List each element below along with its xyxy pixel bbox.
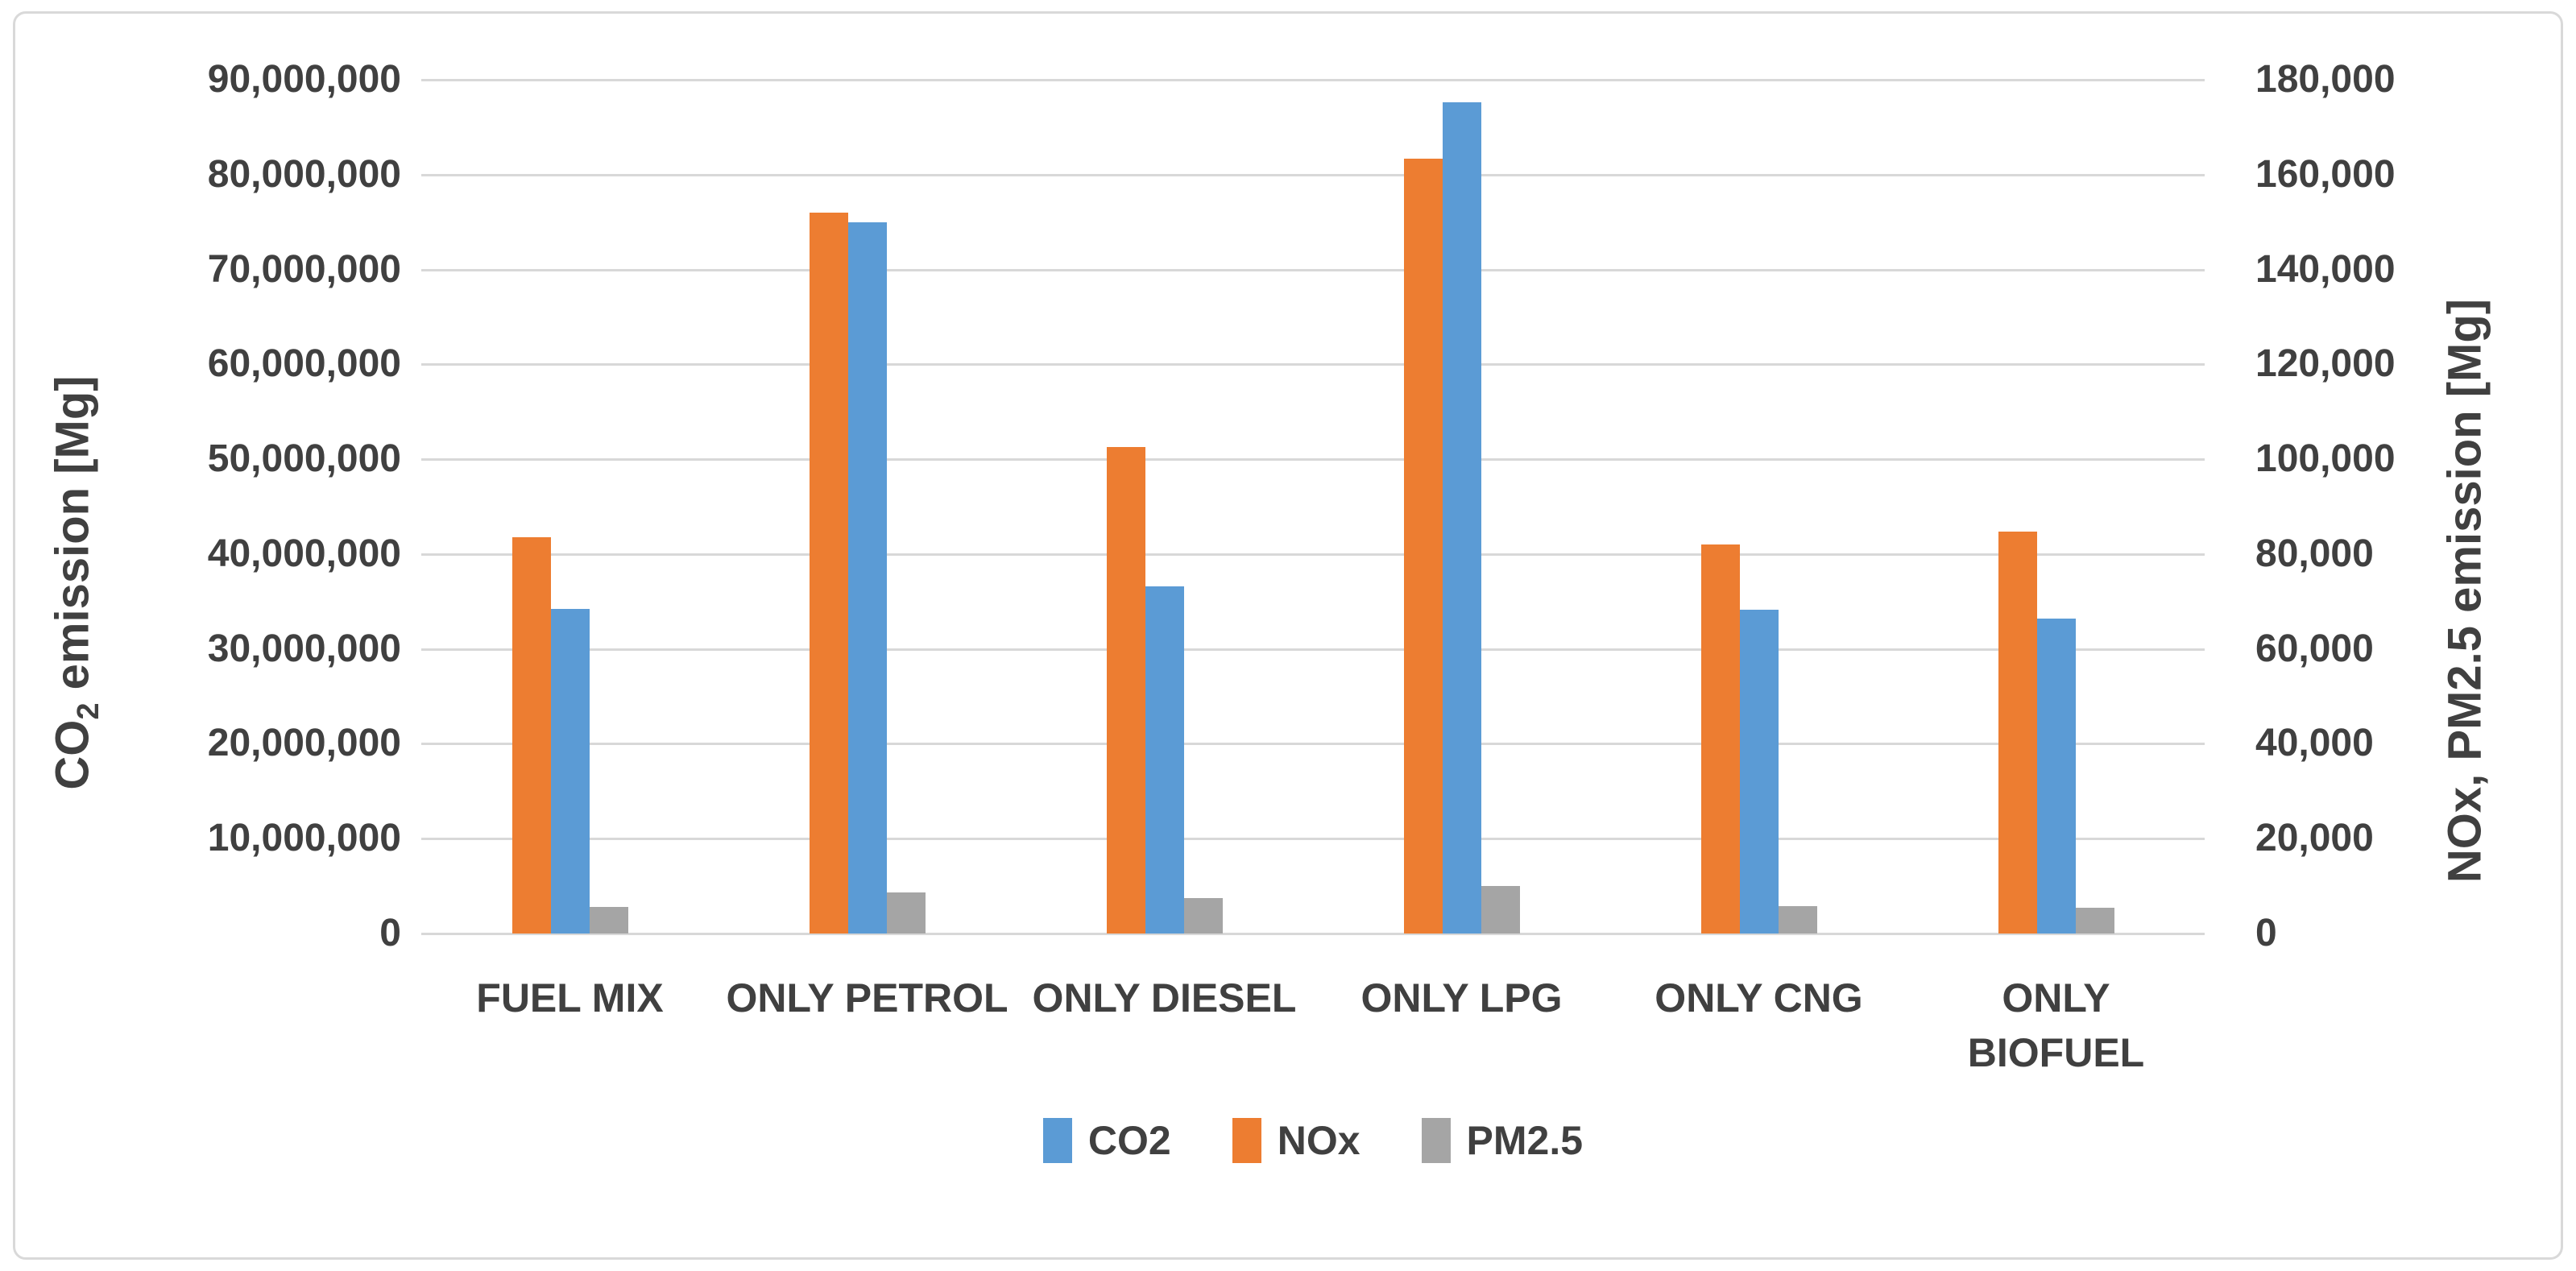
gridline	[421, 269, 2205, 271]
bar-nox-6	[1998, 531, 2037, 934]
left-axis-tick-label: 50,000,000	[207, 437, 401, 480]
bar-pm25-1	[589, 907, 628, 934]
gridline	[421, 79, 2205, 81]
right-axis-tick-label: 40,000	[2255, 722, 2374, 764]
bar-nox-4	[1403, 158, 1443, 934]
gridline	[421, 648, 2205, 651]
bar-group-only-petrol	[719, 80, 1016, 934]
x-axis-label-only-petrol: ONLY PETROL	[719, 971, 1016, 1080]
bar-co2-3	[1145, 586, 1184, 934]
x-axis-label-line: FUEL MIX	[476, 975, 664, 1021]
left-axis-tick-label: 90,000,000	[207, 58, 401, 101]
left-axis-tick-label: 40,000,000	[207, 532, 401, 575]
bar-nox-5	[1700, 544, 1740, 934]
right-axis-tick-label: 180,000	[2255, 58, 2396, 101]
bar-groups	[421, 80, 2205, 934]
right-axis-tick-label: 140,000	[2255, 248, 2396, 291]
bar-co2-2	[847, 221, 887, 934]
bar-group-only-lpg	[1313, 80, 1610, 934]
bar-nox-3	[1106, 446, 1145, 934]
legend-item-nox: NOx	[1232, 1118, 1360, 1163]
bar-nox-1	[511, 537, 551, 934]
bar-pm25-2	[886, 892, 926, 934]
legend-item-co2: CO2	[1042, 1118, 1171, 1163]
legend: CO2 NOx PM2.5	[421, 1118, 2205, 1163]
x-axis-label-only-cng: ONLY CNG	[1610, 971, 1907, 1080]
bar-pm25-6	[2075, 907, 2114, 934]
bar-group-fuel-mix	[421, 80, 719, 934]
right-axis-tick-label: 20,000	[2255, 817, 2374, 859]
x-axis-label-line: ONLY CNG	[1655, 975, 1863, 1021]
x-axis-label-line: ONLY PETROL	[726, 975, 1008, 1021]
x-axis-label-line: ONLY DIESEL	[1032, 975, 1297, 1021]
legend-label-pm25: PM2.5	[1466, 1118, 1584, 1163]
x-axis-label-only-biofuel: ONLY BIOFUEL	[1907, 971, 2205, 1080]
bar-group-only-cng	[1610, 80, 1907, 934]
x-axis-labels: FUEL MIX ONLY PETROL ONLY DIESEL ONLY LPG ON…	[421, 971, 2205, 1080]
legend-marker-pm25	[1421, 1118, 1451, 1163]
x-axis-label-line: ONLY	[2002, 975, 2110, 1021]
right-axis-tick-label: 100,000	[2255, 437, 2396, 480]
x-axis-label-line: BIOFUEL	[1967, 1030, 2145, 1075]
x-axis-label-fuel-mix: FUEL MIX	[421, 971, 719, 1080]
legend-marker-nox	[1232, 1118, 1261, 1163]
left-axis-tick-label: 30,000,000	[207, 627, 401, 670]
left-axis-tick-label: 10,000,000	[207, 817, 401, 859]
x-axis-label-only-diesel: ONLY DIESEL	[1016, 971, 1313, 1080]
bar-pm25-4	[1481, 886, 1520, 934]
bar-co2-4	[1442, 102, 1481, 934]
right-axis-tick-label: 120,000	[2255, 342, 2396, 385]
bar-nox-2	[809, 212, 848, 934]
gridline	[421, 174, 2205, 176]
gridline	[421, 933, 2205, 935]
gridline	[421, 458, 2205, 461]
left-axis-tick-label: 60,000,000	[207, 342, 401, 385]
right-axis-tick-label: 60,000	[2255, 627, 2374, 670]
gridline	[421, 743, 2205, 745]
left-axis-tick-label: 20,000,000	[207, 722, 401, 764]
bar-pm25-3	[1183, 898, 1223, 934]
bar-group-only-diesel	[1016, 80, 1313, 934]
x-axis-label-line: ONLY LPG	[1360, 975, 1563, 1021]
x-axis-label-only-lpg: ONLY LPG	[1313, 971, 1610, 1080]
gridline	[421, 838, 2205, 840]
gridline	[421, 553, 2205, 556]
left-axis-tick-label: 70,000,000	[207, 248, 401, 291]
right-axis-tick-label: 0	[2255, 912, 2277, 954]
bar-co2-1	[550, 609, 590, 934]
legend-marker-co2	[1042, 1118, 1072, 1163]
right-axis-tick-label: 80,000	[2255, 532, 2374, 575]
legend-label-nox: NOx	[1277, 1118, 1360, 1163]
bar-pm25-5	[1778, 905, 1817, 934]
bar-group-only-biofuel	[1907, 80, 2205, 934]
bar-co2-6	[2036, 618, 2076, 934]
plot-area	[421, 79, 2205, 935]
left-axis-tick-label: 80,000,000	[207, 153, 401, 196]
gridline	[421, 363, 2205, 366]
chart-border	[13, 11, 2563, 1260]
left-axis-tick-label: 0	[379, 912, 401, 954]
left-axis-title-subscript: 2	[72, 702, 106, 720]
legend-item-pm25: PM2.5	[1421, 1118, 1584, 1163]
bar-co2-5	[1739, 610, 1779, 934]
legend-label-co2: CO2	[1087, 1118, 1171, 1163]
right-axis-tick-label: 160,000	[2255, 153, 2396, 196]
